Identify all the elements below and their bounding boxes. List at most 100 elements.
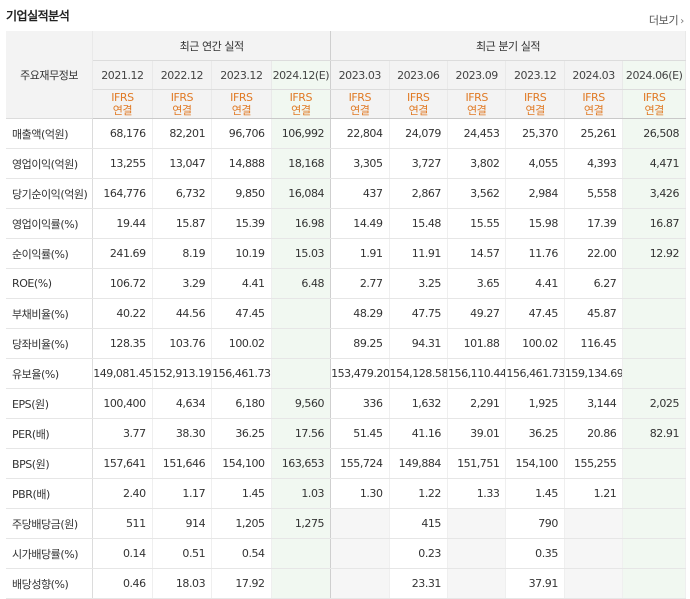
table-cell: 155,255 xyxy=(564,448,624,479)
table-cell xyxy=(622,448,686,479)
table-row: PBR(배) 2.40 1.17 1.45 1.03 1.30 1.22 1.33 1.45 1.… xyxy=(6,478,686,509)
table-cell: 1,925 xyxy=(505,388,565,419)
table-cell: 3,562 xyxy=(447,178,507,209)
consolidated-label: 연결 xyxy=(525,104,545,117)
table-cell: 25,370 xyxy=(505,118,565,149)
more-link[interactable]: 더보기 › xyxy=(649,12,684,28)
chevron-right-icon: › xyxy=(680,16,684,27)
table-cell: 10.19 xyxy=(211,238,272,269)
table-cell: 2.40 xyxy=(92,478,153,509)
table-cell: 49.27 xyxy=(447,298,507,329)
row-label: 유보율(%) xyxy=(6,358,94,389)
table-cell: 149,884 xyxy=(389,448,448,479)
table-cell: 15.55 xyxy=(447,208,507,239)
table-cell: 19.44 xyxy=(92,208,153,239)
table-cell xyxy=(271,538,332,569)
table-cell: 100.02 xyxy=(211,328,272,359)
table-cell: 0.54 xyxy=(211,538,272,569)
table-cell: 11.91 xyxy=(389,238,448,269)
ifrs-basis-header: IFRS 연결 xyxy=(447,89,507,119)
table-row: 당기순이익(억원) 164,776 6,732 9,850 16,084 437 2,867… xyxy=(6,178,686,209)
row-label: 부채비율(%) xyxy=(6,298,94,329)
table-cell: 47.75 xyxy=(389,298,448,329)
table-cell: 241.69 xyxy=(92,238,153,269)
table-cell: 511 xyxy=(92,508,153,539)
table-cell: 3.77 xyxy=(92,418,153,449)
table-cell xyxy=(447,508,507,539)
table-cell: 3,802 xyxy=(447,148,507,179)
ifrs-basis-header: IFRS 연결 xyxy=(505,89,565,119)
table-cell xyxy=(622,268,686,299)
table-cell xyxy=(330,538,390,569)
table-cell: 12.92 xyxy=(622,238,686,269)
table-cell: 790 xyxy=(505,508,565,539)
table-cell: 1.03 xyxy=(271,478,332,509)
table-cell xyxy=(271,568,332,599)
table-cell: 2,025 xyxy=(622,388,686,419)
row-label: 매출액(억원) xyxy=(6,118,94,149)
table-cell: 22,804 xyxy=(330,118,390,149)
quarterly-period-header: 2023.06 xyxy=(389,60,448,90)
ifrs-label: IFRS xyxy=(170,91,194,104)
consolidated-label: 연결 xyxy=(583,104,604,117)
table-cell: 1,205 xyxy=(211,508,272,539)
table-cell: 156,461.73 xyxy=(505,358,565,389)
section-title: 기업실적분석 xyxy=(6,9,70,23)
table-cell: 4,634 xyxy=(152,388,213,419)
ifrs-basis-header: IFRS 연결 xyxy=(564,89,624,119)
table-cell: 2.77 xyxy=(330,268,390,299)
table-cell: 25,261 xyxy=(564,118,624,149)
quarterly-period-header: 2024.03 xyxy=(564,60,624,90)
table-cell: 116.45 xyxy=(564,328,624,359)
table-cell: 100.02 xyxy=(505,328,565,359)
table-cell xyxy=(622,328,686,359)
table-cell: 1.30 xyxy=(330,478,390,509)
row-label: ROE(%) xyxy=(6,268,94,299)
table-cell: 437 xyxy=(330,178,390,209)
table-cell xyxy=(447,568,507,599)
table-cell: 38.30 xyxy=(152,418,213,449)
table-cell: 24,079 xyxy=(389,118,448,149)
table-cell: 6.48 xyxy=(271,268,332,299)
table-cell: 96,706 xyxy=(211,118,272,149)
table-cell: 0.51 xyxy=(152,538,213,569)
table-cell: 1,275 xyxy=(271,508,332,539)
table-cell: 5,558 xyxy=(564,178,624,209)
row-label: PBR(배) xyxy=(6,478,94,509)
consolidated-label: 연결 xyxy=(231,104,252,117)
table-cell: 82,201 xyxy=(152,118,213,149)
table-cell: 155,724 xyxy=(330,448,390,479)
table-cell: 40.22 xyxy=(92,298,153,329)
table-cell: 45.87 xyxy=(564,298,624,329)
ifrs-basis-header: IFRS 연결 xyxy=(271,89,332,119)
table-cell: 415 xyxy=(389,508,448,539)
financial-summary-table: 주요재무정보 최근 연간 실적 최근 분기 실적 2021.12 2022.12 2… xyxy=(6,31,686,599)
table-cell: 23.31 xyxy=(389,568,448,599)
table-row: 영업이익(억원) 13,255 13,047 14,888 18,168 3,305 3,7… xyxy=(6,148,686,179)
quarterly-period-header: 2024.06(E) xyxy=(622,60,686,90)
row-label: 영업이익률(%) xyxy=(6,208,94,239)
table-cell: 9,850 xyxy=(211,178,272,209)
more-link-label: 더보기 xyxy=(648,14,679,27)
table-cell: 106.72 xyxy=(92,268,153,299)
table-cell xyxy=(622,538,686,569)
table-cell: 8.19 xyxy=(152,238,213,269)
ifrs-basis-header: IFRS 연결 xyxy=(152,89,213,119)
table-cell: 16.87 xyxy=(622,208,686,239)
table-cell: 0.35 xyxy=(505,538,565,569)
table-cell: 13,255 xyxy=(92,148,153,179)
table-cell: 14,888 xyxy=(211,148,272,179)
ifrs-basis-header: IFRS 연결 xyxy=(211,89,272,119)
consolidated-label: 연결 xyxy=(112,104,133,117)
table-cell: 82.91 xyxy=(622,418,686,449)
table-cell: 3.65 xyxy=(447,268,507,299)
consolidated-label: 연결 xyxy=(291,104,311,117)
table-cell: 159,134.69 xyxy=(564,358,624,389)
table-cell: 13,047 xyxy=(152,148,213,179)
table-cell: 3,144 xyxy=(564,388,624,419)
quarterly-period-header: 2023.09 xyxy=(447,60,507,90)
table-cell: 6,180 xyxy=(211,388,272,419)
table-cell: 100,400 xyxy=(92,388,153,419)
table-cell: 37.91 xyxy=(505,568,565,599)
table-cell: 15.03 xyxy=(271,238,332,269)
